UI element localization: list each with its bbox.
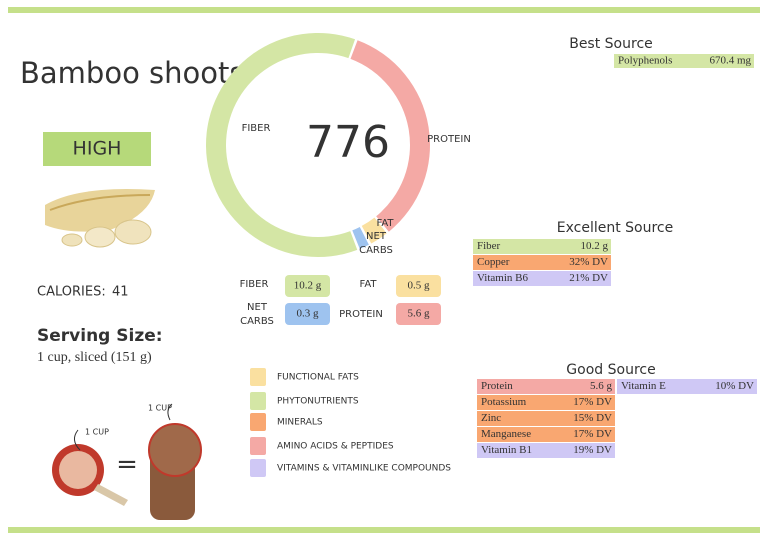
source-amount: 670.4 mg (709, 55, 751, 67)
equals-sign: = (116, 450, 138, 480)
source-amount: 5.6 g (590, 380, 613, 392)
cup-illustration (52, 403, 202, 520)
calories-label: CALORIES: (37, 285, 106, 300)
bamboo-image (45, 189, 155, 248)
source-name: Fiber (477, 240, 501, 252)
nutrient-amount: 5.6 g (408, 308, 431, 320)
source-heading: Good Source (566, 362, 655, 378)
nutrient-amount: 0.5 g (408, 280, 431, 292)
calories-value: 41 (112, 285, 129, 300)
serving-value: 1 cup, sliced (151 g) (37, 350, 152, 365)
source-row (477, 395, 615, 410)
source-amount: 10.2 g (581, 240, 609, 252)
legend-swatch (250, 437, 266, 455)
legend-swatch (250, 392, 266, 410)
donut-segment (352, 226, 369, 249)
source-row (477, 379, 615, 394)
source-row (473, 255, 611, 270)
source-heading: Best Source (569, 36, 653, 52)
source-row (477, 443, 615, 458)
source-name: Vitamin E (621, 380, 666, 392)
source-amount: 10% DV (715, 380, 754, 392)
donut-label: NET CARBS (359, 231, 393, 256)
source-amount: 17% DV (573, 396, 612, 408)
nutrient-amount: 0.3 g (297, 308, 320, 320)
nutrient-name: FAT (359, 279, 377, 290)
donut-label: FAT (376, 218, 394, 229)
source-amount: 32% DV (569, 256, 608, 268)
cup-label: 1 CUP (85, 428, 109, 437)
source-row (477, 427, 615, 442)
nutrient-name: PROTEIN (339, 309, 383, 320)
legend-label: PHYTONUTRIENTS (277, 397, 359, 407)
source-amount: 15% DV (573, 412, 612, 424)
source-name: Polyphenols (618, 55, 672, 67)
legend-swatch (250, 413, 266, 431)
nutrient-chip (396, 303, 441, 325)
donut-center: 776 (306, 117, 390, 168)
source-name: Protein (481, 380, 513, 392)
serving-label: Serving Size: (37, 326, 163, 346)
source-amount: 21% DV (569, 272, 608, 284)
source-amount: 17% DV (573, 428, 612, 440)
bottom-bar (8, 527, 760, 533)
nutrient-chip (285, 303, 330, 325)
legend-label: MINERALS (277, 418, 323, 428)
donut-segment (350, 40, 431, 232)
donut-label: FIBER (242, 123, 271, 134)
source-name: Potassium (481, 396, 527, 408)
source-row (477, 411, 615, 426)
top-bar (8, 7, 760, 13)
legend-label: VITAMINS & VITAMINLIKE COMPOUNDS (277, 464, 451, 474)
legend-swatch (250, 459, 266, 477)
source-name: Zinc (481, 412, 501, 424)
nutrient-name: FIBER (240, 279, 269, 290)
hand-label: 1 CUP (148, 404, 172, 413)
title: Bamboo shoots (20, 56, 244, 90)
nutrient-name: NET CARBS (240, 302, 274, 327)
source-row (617, 379, 757, 394)
source-row (473, 239, 611, 254)
source-name: Copper (477, 256, 510, 268)
donut-segment (361, 217, 387, 244)
source-row (473, 271, 611, 286)
rating-badge (43, 132, 151, 166)
source-heading: Excellent Source (557, 220, 673, 236)
legend-label: AMINO ACIDS & PEPTIDES (277, 442, 394, 452)
source-row (614, 54, 754, 68)
donut-segment (206, 33, 358, 258)
nutrient-chip (285, 275, 330, 297)
source-name: Manganese (481, 428, 531, 440)
source-name: Vitamin B1 (481, 444, 532, 456)
legend-swatch (250, 368, 266, 386)
legend-label: FUNCTIONAL FATS (277, 373, 359, 383)
source-amount: 19% DV (573, 444, 612, 456)
nutrient-amount: 10.2 g (294, 280, 322, 292)
nutrient-chip (396, 275, 441, 297)
source-name: Vitamin B6 (477, 272, 528, 284)
donut-label: PROTEIN (427, 134, 471, 145)
rating: HIGH (73, 138, 122, 160)
